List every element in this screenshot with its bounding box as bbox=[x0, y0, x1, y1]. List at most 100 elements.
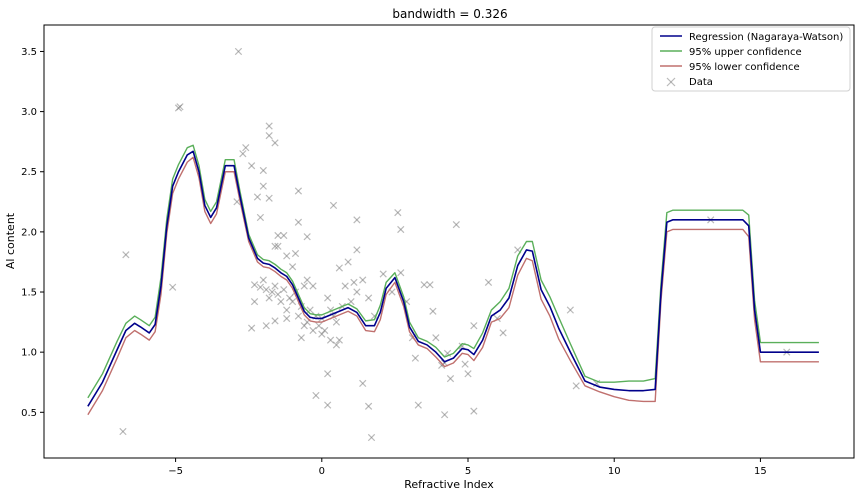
data-point bbox=[324, 370, 332, 378]
data-point bbox=[242, 144, 250, 152]
x-tick-label: 15 bbox=[754, 466, 767, 477]
data-point bbox=[344, 258, 352, 266]
data-point bbox=[309, 326, 317, 335]
x-tick-label: −5 bbox=[168, 466, 183, 477]
data-point bbox=[470, 322, 478, 330]
data-point bbox=[274, 242, 282, 250]
data-point bbox=[297, 334, 305, 342]
data-point bbox=[329, 201, 338, 210]
plot-area bbox=[87, 47, 819, 442]
data-point bbox=[566, 306, 574, 314]
data-point bbox=[265, 294, 273, 302]
data-point bbox=[259, 182, 267, 190]
data-point bbox=[499, 329, 507, 337]
data-point bbox=[420, 281, 428, 289]
y-tick-label: 3.5 bbox=[21, 47, 37, 58]
data-point bbox=[294, 312, 303, 320]
data-point bbox=[332, 341, 341, 349]
data-point bbox=[341, 282, 349, 290]
data-point bbox=[440, 411, 449, 419]
data-point bbox=[122, 251, 130, 259]
data-point bbox=[452, 221, 460, 229]
data-point bbox=[280, 231, 288, 240]
data-point bbox=[318, 330, 326, 338]
data-point bbox=[312, 391, 320, 400]
data-point bbox=[397, 269, 405, 277]
data-point bbox=[265, 122, 273, 130]
data-point bbox=[572, 382, 580, 390]
data-point bbox=[326, 336, 335, 344]
data-point bbox=[271, 282, 279, 290]
data-point bbox=[464, 370, 472, 378]
data-point bbox=[262, 285, 270, 294]
y-tick-label: 2.5 bbox=[21, 167, 37, 178]
data-point bbox=[353, 246, 361, 254]
x-axis: −5 0 5 10 15 bbox=[168, 458, 767, 477]
data-point bbox=[239, 150, 247, 158]
data-point bbox=[359, 276, 367, 284]
data-point bbox=[283, 252, 291, 260]
legend-box bbox=[651, 26, 851, 92]
legend-label-lower: 95% lower confidence bbox=[689, 62, 800, 73]
data-point bbox=[268, 288, 276, 296]
data-point bbox=[350, 278, 358, 287]
y-tick-label: 0.5 bbox=[21, 408, 37, 419]
data-point bbox=[303, 233, 311, 241]
data-point bbox=[379, 270, 387, 278]
data-point bbox=[271, 242, 279, 250]
data-point bbox=[353, 288, 361, 296]
legend: Regression (Nagaraya-Watson) 95% upper c… bbox=[651, 26, 851, 92]
x-tick-label: 5 bbox=[465, 466, 471, 477]
data-point bbox=[280, 285, 288, 294]
x-tick-label: 0 bbox=[319, 466, 325, 477]
data-point bbox=[271, 139, 279, 147]
y-tick-label: 3.0 bbox=[21, 107, 37, 118]
data-point bbox=[411, 354, 419, 362]
data-point bbox=[309, 282, 317, 290]
data-point bbox=[359, 379, 367, 388]
data-point bbox=[291, 249, 300, 258]
data-point bbox=[461, 360, 469, 368]
legend-label-data: Data bbox=[689, 77, 713, 88]
regression-line bbox=[87, 150, 819, 407]
y-tick-label: 2.0 bbox=[21, 227, 37, 238]
y-axis-label: Al content bbox=[4, 212, 17, 269]
data-point bbox=[335, 336, 343, 344]
data-point bbox=[234, 47, 243, 56]
y-axis: 0.5 1.0 1.5 2.0 2.5 3.0 3.5 bbox=[21, 47, 44, 419]
legend-swatch-data bbox=[666, 77, 676, 87]
data-point bbox=[265, 194, 273, 202]
data-point bbox=[274, 290, 282, 299]
data-point bbox=[332, 318, 341, 326]
data-point bbox=[315, 322, 323, 330]
x-tick-label: 10 bbox=[608, 466, 621, 477]
data-point bbox=[426, 281, 434, 289]
data-point bbox=[271, 317, 279, 325]
data-point bbox=[262, 322, 270, 330]
data-point bbox=[324, 294, 332, 302]
data-point bbox=[397, 225, 405, 234]
legend-label-regression: Regression (Nagaraya-Watson) bbox=[689, 32, 843, 43]
data-point bbox=[484, 278, 493, 287]
axes-frame bbox=[43, 24, 855, 459]
data-point bbox=[277, 298, 285, 306]
data-point bbox=[288, 263, 297, 271]
data-point bbox=[274, 231, 282, 240]
data-point bbox=[256, 283, 265, 291]
data-point bbox=[247, 162, 256, 170]
data-point bbox=[446, 374, 455, 383]
data-point bbox=[169, 283, 177, 291]
data-point bbox=[259, 276, 267, 284]
data-point bbox=[294, 218, 303, 226]
data-point bbox=[250, 298, 259, 306]
data-point bbox=[259, 166, 267, 175]
scatter-layer bbox=[119, 47, 791, 442]
data-point bbox=[294, 187, 303, 195]
data-point bbox=[414, 401, 422, 409]
data-point bbox=[283, 314, 291, 323]
data-point bbox=[250, 281, 259, 289]
data-point bbox=[324, 401, 332, 409]
data-point bbox=[394, 209, 402, 217]
chart-title: bandwidth = 0.326 bbox=[392, 7, 507, 21]
data-point bbox=[364, 294, 373, 302]
